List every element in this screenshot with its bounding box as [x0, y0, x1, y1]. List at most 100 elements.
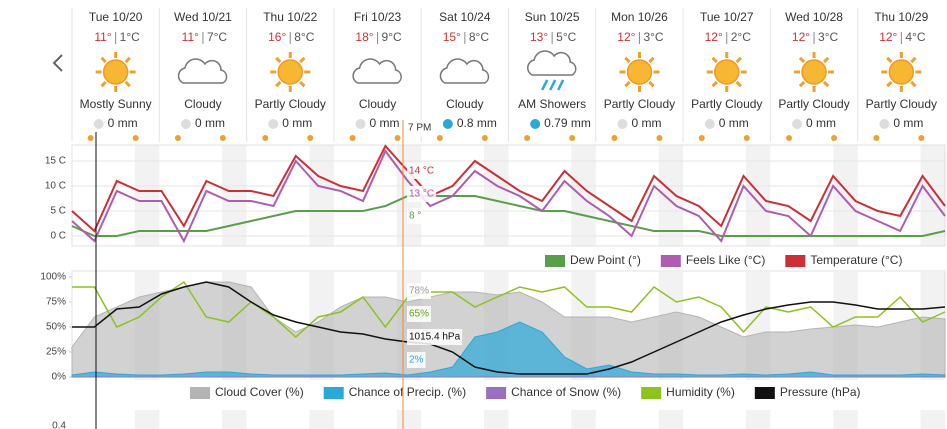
night-band: [658, 410, 684, 429]
sun-ray: [822, 80, 830, 88]
cursor-label-bg: [407, 352, 426, 368]
series-line: [72, 281, 946, 375]
sun-ray: [100, 56, 107, 64]
sun-dot: [394, 135, 401, 141]
cursor-value: 78%: [409, 286, 429, 297]
series-line: [72, 280, 946, 339]
night-band: [745, 145, 771, 246]
day-precip: 0.8 mm: [457, 116, 497, 130]
day-high: 12°: [879, 30, 897, 44]
precip-icon: [530, 119, 541, 129]
sun-ray: [648, 56, 655, 64]
precip-icon: [355, 119, 366, 129]
night-band: [484, 145, 509, 246]
sun-dot: [918, 135, 925, 141]
sun-dot: [174, 135, 181, 141]
day-condition: Cloudy: [446, 97, 483, 111]
cursor-label-bg: [406, 120, 434, 136]
legend-swatch: [785, 255, 806, 267]
day-condition: AM Showers: [518, 97, 586, 111]
sun-ray: [275, 80, 282, 88]
day-condition: Cloudy: [184, 97, 221, 111]
day-date: Tue 10/27: [700, 10, 754, 24]
sun-ray: [275, 56, 282, 64]
series-line: [71, 149, 946, 244]
day-low: 4°C: [905, 30, 925, 44]
night-band: [134, 410, 160, 429]
sun-dot: [481, 135, 488, 141]
sun-dot: [831, 135, 838, 141]
day-precip: 0 mm: [893, 116, 923, 130]
cursor-label-bg: [407, 329, 463, 345]
day-low: 2°C: [731, 30, 751, 44]
day-low: 5°C: [556, 30, 576, 44]
sun: [888, 59, 915, 85]
sun-dot: [307, 135, 314, 141]
sun-ray: [822, 56, 830, 64]
previous-arrow[interactable]: [52, 54, 63, 72]
night-band: [222, 410, 247, 429]
cursor-value: 14 °C: [409, 166, 434, 177]
precip-icon: [617, 119, 628, 129]
legend-label: Chance of Snow (%): [511, 385, 621, 399]
day-precip: 0 mm: [370, 116, 400, 130]
series-area: [71, 321, 946, 378]
sun-dot: [743, 135, 750, 141]
night-band: [920, 410, 945, 429]
rain-drop: [541, 79, 549, 91]
day-high: 12°: [705, 30, 723, 44]
day-condition: Partly Cloudy: [691, 97, 762, 111]
day-high: 16°: [268, 30, 286, 44]
sun-dot: [698, 135, 705, 141]
cloud: [526, 50, 577, 76]
sun-ray: [886, 56, 893, 64]
sun-ray: [735, 80, 742, 88]
legend-label: Pressure (hPa): [780, 385, 861, 399]
legend-swatch: [486, 387, 507, 399]
cursor-value: 13 °C: [409, 189, 434, 200]
rain-drop: [557, 79, 565, 91]
night-band: [222, 145, 247, 246]
legend-swatch: [545, 255, 565, 267]
day-high: 13°: [530, 30, 548, 44]
precip-icon: [442, 119, 453, 129]
sun-dot: [219, 135, 226, 141]
y-tick-label: 50%: [46, 322, 66, 333]
legend-label: Cloud Cover (%): [215, 385, 304, 399]
night-band: [920, 145, 945, 246]
cursor-value: 2%: [409, 355, 424, 366]
day-low: 9°C: [382, 30, 402, 44]
night-band: [658, 145, 684, 246]
y-tick-label: 100%: [40, 272, 66, 283]
sun-dot: [349, 135, 356, 141]
legend-swatch: [754, 387, 775, 399]
day-high: 15°: [443, 30, 461, 44]
precip-icon: [792, 119, 803, 129]
precip-icon: [879, 119, 890, 129]
sun: [714, 59, 740, 85]
precip-icon: [93, 119, 104, 129]
cursor-label-bg: [407, 306, 432, 322]
series-line: [71, 195, 946, 237]
day-precip: 0 mm: [195, 116, 225, 130]
day-low: 7°C: [207, 30, 227, 44]
day-date: Tue 10/20: [89, 10, 143, 24]
legend-swatch: [660, 255, 681, 267]
legend-swatch: [190, 387, 210, 399]
day-low: 8°C: [294, 30, 314, 44]
sun-ray: [798, 80, 806, 88]
cursor-value: 1015.4 hPa: [409, 332, 461, 343]
sun-dot: [436, 135, 443, 141]
day-condition: Cloudy: [359, 97, 396, 111]
sun-ray: [624, 80, 631, 88]
legend-label: Feels Like (°C): [686, 253, 765, 267]
plot-frame: [71, 144, 946, 247]
precip-icon: [704, 119, 715, 129]
day-date: Wed 10/21: [174, 10, 232, 24]
sun: [102, 59, 129, 85]
day-date: Sun 10/25: [525, 10, 580, 24]
sun-ray: [124, 56, 131, 64]
day-precip: 0.79 mm: [544, 116, 591, 130]
y-tick-label: 0 C: [50, 231, 66, 242]
